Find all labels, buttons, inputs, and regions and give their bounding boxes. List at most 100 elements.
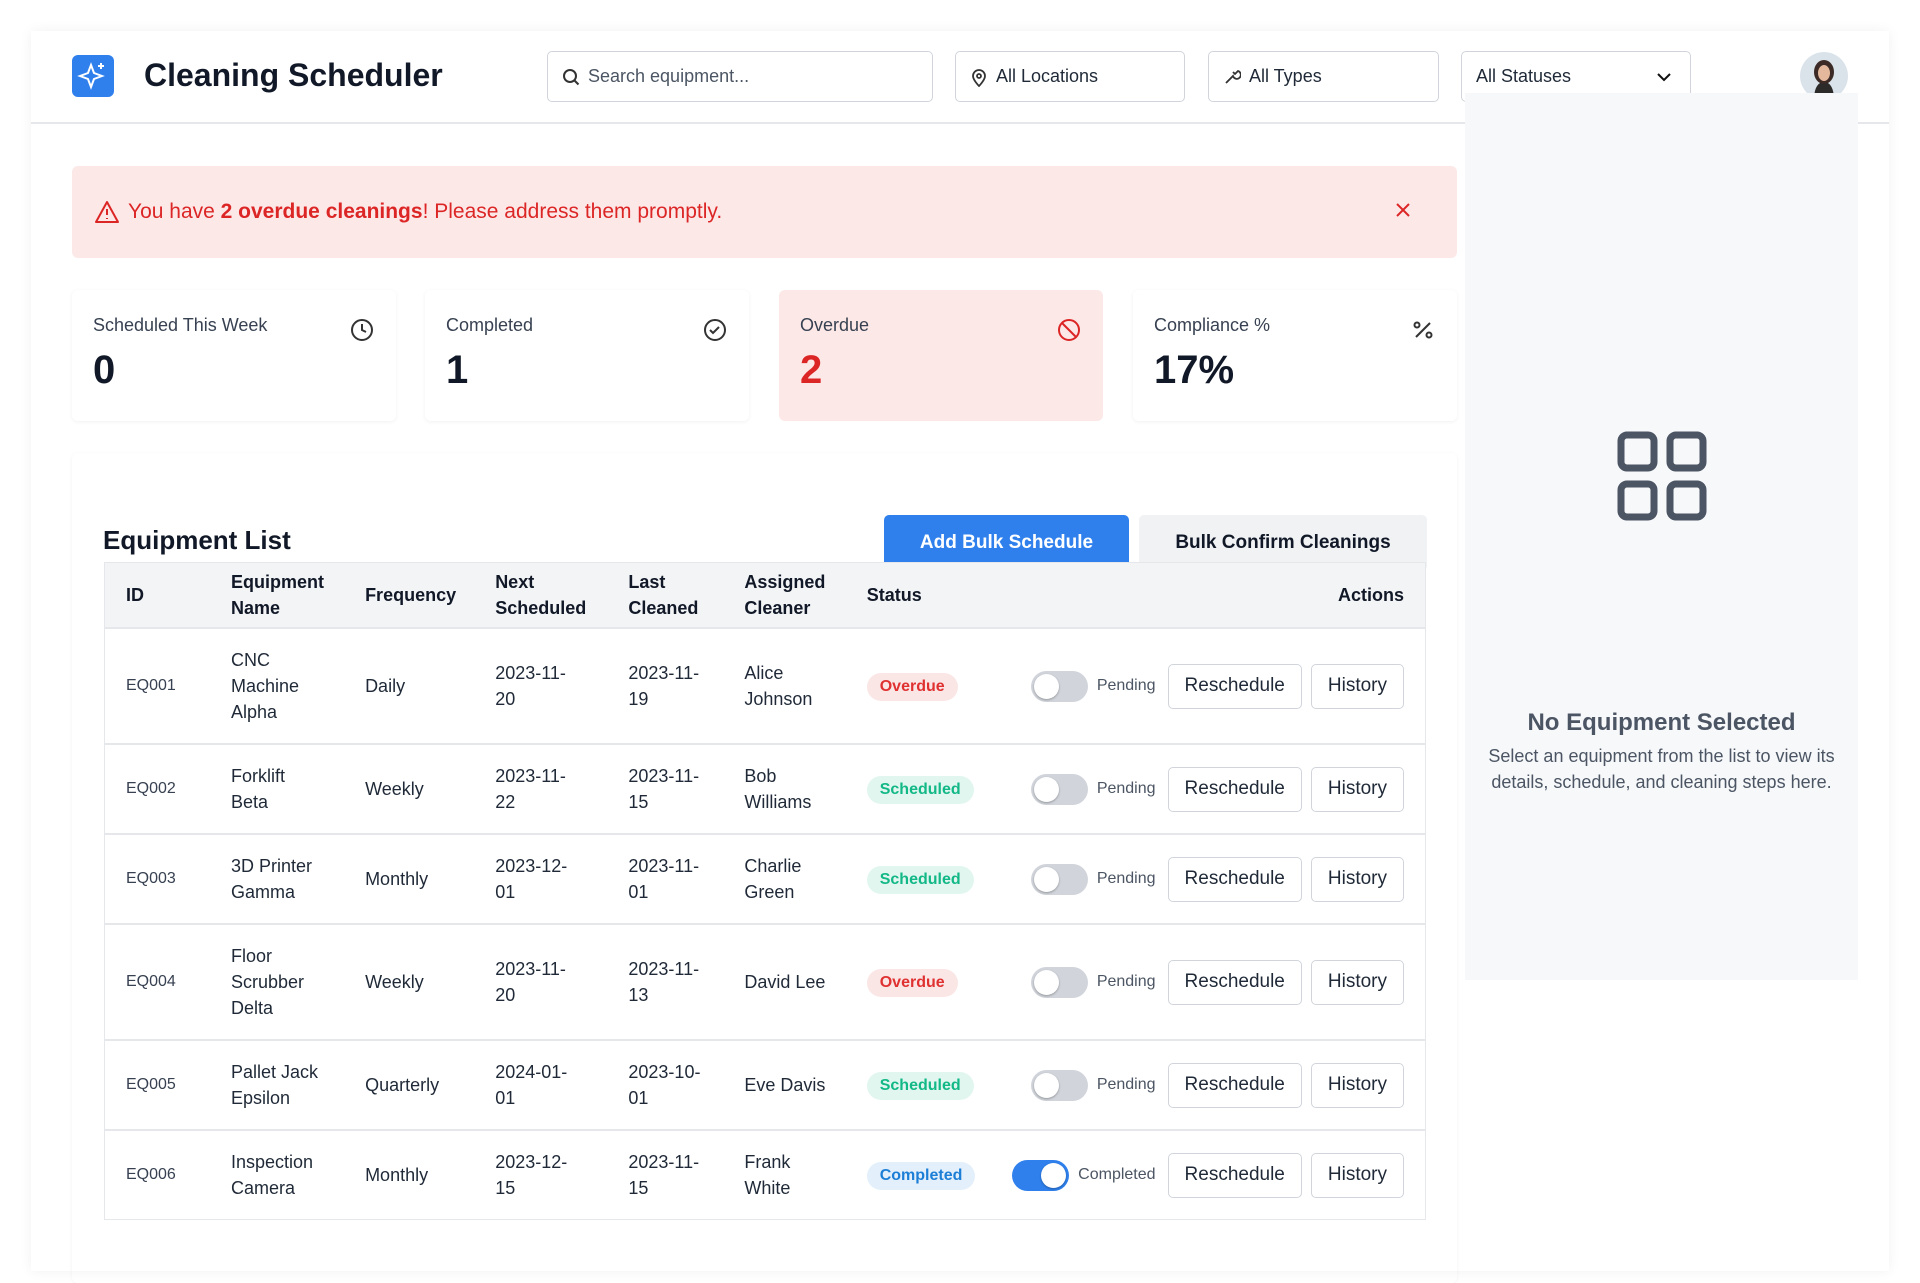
table-cell: Overdue [845, 627, 992, 744]
cell-text: 3D Printer Gamma [230, 856, 312, 902]
table-row[interactable]: EQ006 Inspection Camera Monthly 2023-12- 15 2… [104, 1129, 1426, 1220]
action-button[interactable]: Reschedule [1167, 1152, 1302, 1198]
toggle-label: Pending [1096, 1076, 1156, 1093]
table-cell: Completed [845, 1129, 992, 1220]
cell-text: 2023-12- 01 [495, 856, 568, 902]
toggle[interactable] [1030, 773, 1088, 805]
toggle-label: Pending [1096, 780, 1156, 797]
table-cell: EQ006 [104, 1129, 210, 1220]
action-button[interactable]: History [1310, 766, 1404, 812]
column-label: Last Cleaned [628, 572, 699, 618]
toggle[interactable] [1030, 1069, 1088, 1101]
cell-text: 2023-11- 15 [628, 1152, 700, 1198]
column-header: Equipment Name [209, 562, 345, 628]
table-cell: EQ003 [104, 833, 210, 924]
user-avatar[interactable] [1800, 52, 1848, 100]
table-row[interactable]: EQ001 CNC Machine Alpha Daily 2023-11- 20 202… [104, 627, 1426, 744]
panel-title: No Equipment Selected [1527, 709, 1796, 736]
action-button[interactable]: Reschedule [1167, 766, 1302, 812]
toggle[interactable] [1030, 670, 1088, 702]
cell-text: Eve Davis [744, 1075, 826, 1095]
action-button[interactable]: History [1310, 1062, 1404, 1108]
panel-text: Select an equipment from the list to vie… [1488, 746, 1835, 792]
table-row[interactable]: EQ005 Pallet Jack Epsilon Quarterly 2024-01… [104, 1039, 1426, 1130]
toggle[interactable] [1030, 966, 1088, 998]
stat-label: Compliance % [1154, 315, 1271, 335]
cell-text: 2023-11- 20 [495, 663, 566, 709]
alert-text-end: ! Please address them promptly. [422, 200, 723, 223]
type-filter[interactable]: All Types [1208, 51, 1439, 102]
table-cell: Alice Johnson [723, 627, 846, 744]
status-filter[interactable]: All Statuses [1461, 51, 1691, 102]
section-title: Equipment List [103, 525, 291, 555]
stat-label: Completed [446, 315, 534, 335]
status-badge: Scheduled [866, 775, 974, 804]
column-label: ID [126, 585, 144, 605]
cell-text: Frank White [744, 1152, 791, 1198]
close-alert[interactable] [1391, 198, 1415, 222]
search-input[interactable]: Search equipment... [547, 51, 933, 102]
table-cell: Scheduled [845, 1039, 992, 1130]
column-header: ID [104, 562, 210, 628]
table-row[interactable]: EQ002 Forklift Beta Weekly 2023-11- 22 2023-1… [104, 743, 1426, 834]
header-row: ID Equipment Name Frequency Next Scheduled L… [104, 562, 1426, 628]
table-cell: Pending Reschedule History [991, 743, 1426, 834]
action-button[interactable]: History [1310, 959, 1404, 1005]
table-cell: Pallet Jack Epsilon [209, 1039, 345, 1130]
column-header: Assigned Cleaner [723, 562, 846, 628]
table-cell: 2023-11- 20 [474, 923, 608, 1040]
action-button[interactable]: Reschedule [1167, 959, 1302, 1005]
toggle-knob [1033, 673, 1059, 699]
table-cell: Bob Williams [723, 743, 846, 834]
toggle-knob [1041, 1162, 1067, 1188]
cell-text: Weekly [365, 779, 424, 799]
table-cell: Scheduled [845, 743, 992, 834]
table-cell: 2023-11- 01 [607, 833, 724, 924]
table-row[interactable]: EQ004 Floor Scrubber Delta Weekly 2023-11- 2… [104, 923, 1426, 1040]
actions: Pending Reschedule History [1012, 856, 1425, 902]
table-cell: 2023-12- 01 [474, 833, 608, 924]
column-label: Frequency [365, 585, 457, 605]
column-header: Actions [991, 562, 1426, 628]
table-cell: 2023-10- 01 [607, 1039, 724, 1130]
action-button[interactable]: Reschedule [1167, 1062, 1302, 1108]
stat-icon [704, 319, 726, 341]
table-cell: Frank White [723, 1129, 846, 1220]
cell-text: Pallet Jack Epsilon [230, 1062, 318, 1108]
action-button[interactable]: History [1310, 663, 1404, 709]
cell-text: 2023-11- 19 [628, 663, 700, 709]
action-button[interactable]: History [1310, 856, 1404, 902]
stat-icon [351, 319, 373, 341]
column-header: Frequency [344, 562, 475, 628]
table-cell: Floor Scrubber Delta [209, 923, 345, 1040]
toggle-knob [1033, 1072, 1059, 1098]
bulk-confirm-button[interactable]: Bulk Confirm Cleanings [1139, 515, 1427, 571]
toggle-label: Pending [1096, 870, 1156, 887]
table-cell: Inspection Camera [209, 1129, 345, 1220]
cell-text: EQ003 [126, 870, 176, 887]
column-header: Next Scheduled [474, 562, 608, 628]
filter-label: All Statuses [1476, 66, 1572, 86]
table-cell: Quarterly [344, 1039, 475, 1130]
toggle[interactable] [1030, 863, 1088, 895]
action-button[interactable]: Reschedule [1167, 856, 1302, 902]
action-button[interactable]: Reschedule [1167, 663, 1302, 709]
cell-text: 2023-12- 15 [495, 1152, 568, 1198]
action-button[interactable]: History [1310, 1152, 1404, 1198]
toggle-label: Completed [1078, 1166, 1156, 1183]
toggle[interactable] [1012, 1159, 1070, 1191]
add-bulk-button[interactable]: Add Bulk Schedule [884, 515, 1129, 571]
equipment-table: ID Equipment Name Frequency Next Scheduled L… [104, 562, 1426, 1220]
cell-text: 2023-10- 01 [628, 1062, 701, 1108]
actions: Pending Reschedule History [1012, 959, 1425, 1005]
header: Cleaning Scheduler Search equipment... A… [31, 31, 1889, 124]
cell-text: Monthly [365, 869, 429, 889]
table-cell: David Lee [723, 923, 846, 1040]
alert-banner: You have 2 overdue cleanings! Please add… [72, 166, 1457, 258]
stat-card: Overdue 2 [779, 290, 1103, 421]
table-row[interactable]: EQ003 3D Printer Gamma Monthly 2023-12- 01 20… [104, 833, 1426, 924]
cell-text: Alice Johnson [744, 663, 813, 709]
location-filter[interactable]: All Locations [955, 51, 1185, 102]
table-cell: Eve Davis [723, 1039, 846, 1130]
app-title: Cleaning Scheduler [144, 57, 443, 93]
